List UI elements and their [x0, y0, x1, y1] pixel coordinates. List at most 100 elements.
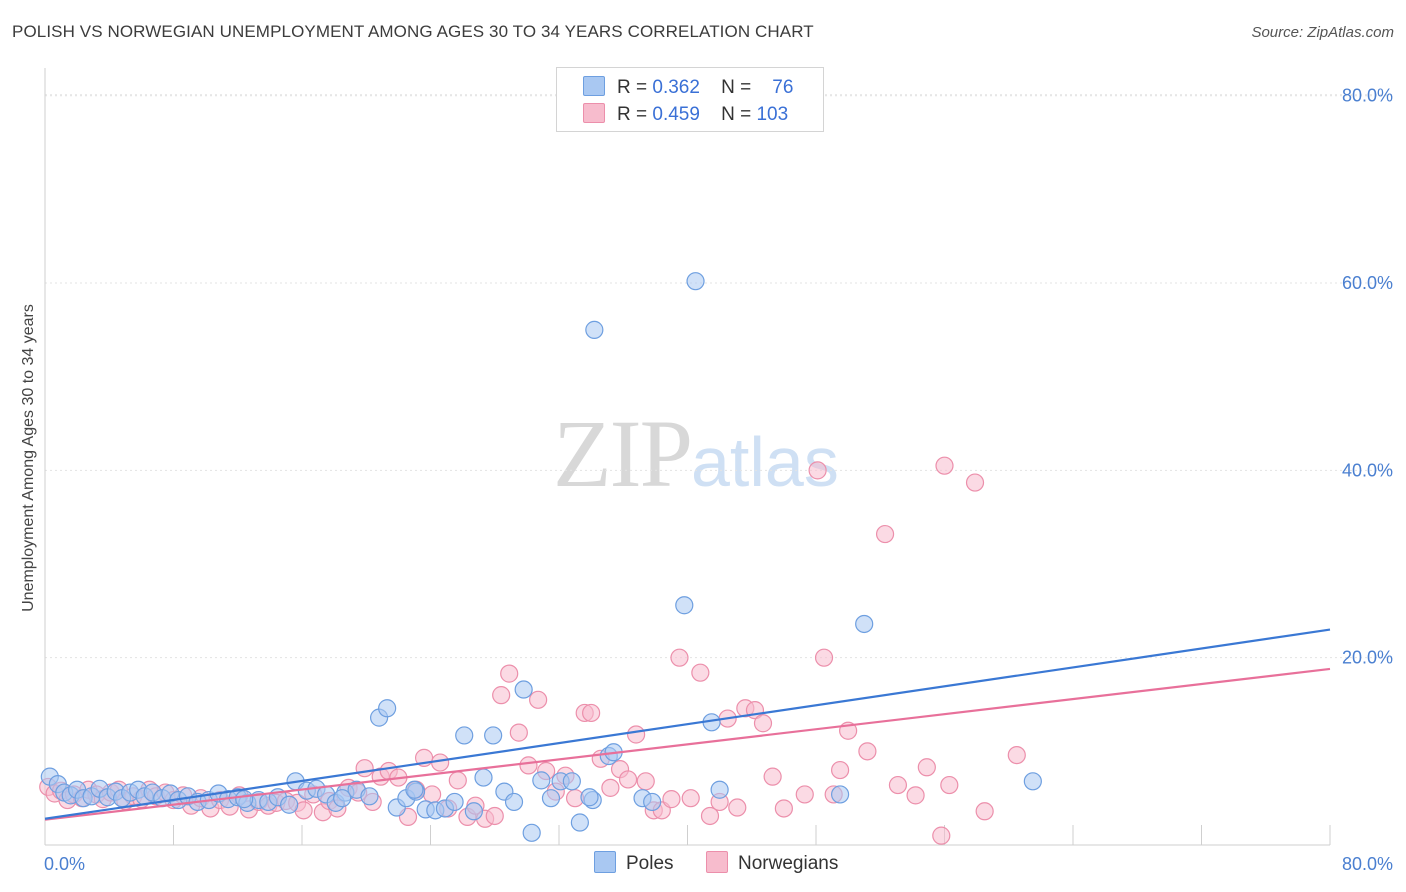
trendline-norwegians — [44, 667, 1331, 821]
chart-title: POLISH VS NORWEGIAN UNEMPLOYMENT AMONG A… — [12, 22, 814, 41]
point-poles — [522, 823, 541, 842]
x-tick-label: 0.0% — [44, 854, 85, 874]
point-norwegians — [814, 648, 834, 667]
point-norwegians — [448, 771, 467, 790]
point-norwegians — [888, 775, 908, 795]
point-norwegians — [830, 760, 850, 780]
point-poles — [1023, 772, 1042, 791]
point-norwegians — [485, 806, 504, 826]
x-tick-label: 80.0% — [1342, 854, 1393, 874]
point-poles — [280, 795, 299, 814]
point-norwegians — [509, 723, 528, 742]
point-poles — [333, 789, 352, 808]
point-norwegians — [858, 742, 877, 761]
y-tick-label: 20.0% — [1342, 648, 1393, 668]
point-poles — [474, 768, 493, 787]
point-poles — [686, 272, 705, 291]
point-norwegians — [636, 772, 655, 791]
point-poles — [570, 813, 589, 832]
watermark-zip: ZIP — [553, 400, 693, 507]
point-poles — [710, 780, 729, 799]
point-poles — [830, 785, 850, 804]
y-tick-label: 80.0% — [1342, 86, 1393, 106]
point-poles — [360, 787, 379, 806]
legend-n-value: 103 — [756, 104, 789, 125]
point-norwegians — [626, 725, 646, 744]
point-norwegians — [940, 775, 959, 795]
point-norwegians — [662, 790, 681, 809]
point-poles — [464, 802, 483, 821]
legend-n-label: N = — [721, 104, 752, 125]
point-norwegians — [875, 524, 895, 544]
point-poles — [532, 771, 551, 790]
trend-lines — [44, 628, 1331, 821]
source-credit: Source: ZipAtlas.com — [1251, 24, 1394, 41]
point-norwegians — [681, 789, 700, 808]
legend-swatch-norwegians — [583, 103, 605, 123]
point-poles — [455, 726, 474, 745]
point-norwegians — [795, 785, 814, 804]
legend-row-poles: R = 0.362 N = 76 — [583, 76, 793, 98]
point-poles — [378, 699, 397, 718]
point-poles — [514, 680, 533, 699]
point-poles — [855, 614, 874, 634]
point-norwegians — [975, 802, 994, 821]
point-norwegians — [500, 664, 519, 683]
point-poles — [405, 780, 424, 799]
legend-n-value: 76 — [772, 77, 794, 98]
point-norwegians — [618, 770, 638, 789]
point-poles — [562, 772, 581, 791]
legend-row-norwegians: R = 0.459 N = 103 — [583, 103, 788, 125]
y-tick-label: 60.0% — [1342, 273, 1393, 293]
bottom-legend-label-poles: Poles — [626, 853, 674, 874]
point-norwegians — [519, 756, 538, 775]
point-norwegians — [355, 759, 374, 778]
point-norwegians — [965, 473, 985, 492]
point-norwegians — [582, 703, 601, 723]
legend-swatch-poles — [583, 76, 605, 96]
trendline-poles — [44, 628, 1331, 820]
point-norwegians — [808, 461, 827, 480]
point-norwegians — [1007, 745, 1026, 765]
tick-labels: 20.0% 40.0% 60.0% 80.0% 0.0% 80.0% — [44, 86, 1393, 874]
point-norwegians — [917, 758, 936, 777]
series-norwegians — [39, 456, 1026, 845]
point-norwegians — [700, 806, 720, 826]
legend-r-label: R = — [617, 77, 648, 98]
point-norwegians — [906, 786, 925, 805]
correlation-legend: R = 0.362 N = 76 R = 0.459 N = 103 — [556, 67, 824, 132]
point-norwegians — [774, 799, 793, 818]
point-poles — [580, 788, 599, 807]
series-poles — [40, 272, 1042, 842]
point-poles — [541, 789, 561, 808]
point-poles — [585, 320, 604, 339]
bottom-legend-norwegians: Norwegians — [706, 851, 838, 875]
axes — [44, 68, 1331, 846]
point-poles — [484, 726, 503, 745]
point-poles — [643, 792, 662, 812]
point-norwegians — [935, 456, 954, 475]
point-norwegians — [753, 714, 773, 733]
y-tick-label: 40.0% — [1342, 460, 1393, 480]
point-norwegians — [529, 690, 548, 709]
point-poles — [675, 596, 694, 615]
point-norwegians — [763, 767, 782, 786]
point-poles — [445, 792, 464, 812]
point-poles — [504, 792, 524, 812]
bottom-legend-poles: Poles — [594, 851, 674, 875]
grid-lines — [45, 94, 1393, 659]
point-norwegians — [492, 686, 511, 705]
point-poles — [235, 790, 254, 809]
legend-r-value: 0.459 — [652, 104, 700, 125]
legend-r-label: R = — [617, 104, 648, 125]
legend-n-label: N = — [721, 77, 752, 98]
point-norwegians — [670, 648, 689, 667]
bottom-legend-swatch-norwegians — [706, 851, 728, 873]
bottom-legend-swatch-poles — [594, 851, 616, 873]
point-norwegians — [932, 826, 951, 845]
legend-r-value: 0.362 — [652, 77, 700, 98]
point-norwegians — [601, 778, 620, 797]
point-norwegians — [728, 798, 747, 817]
bottom-legend-label-norwegians: Norwegians — [738, 853, 839, 874]
